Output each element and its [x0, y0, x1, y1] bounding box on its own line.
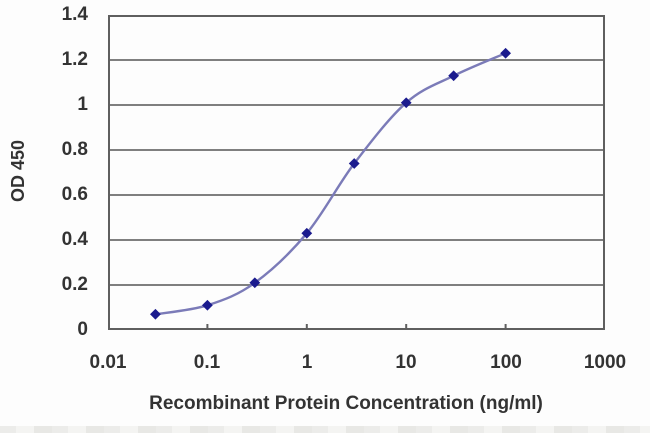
- x-tick-label: 1000: [583, 352, 627, 373]
- y-tick-label: 1: [77, 94, 88, 115]
- y-tick-label: 0.4: [61, 229, 88, 250]
- data-point-marker: [301, 227, 313, 239]
- y-tick-label: 0.8: [61, 139, 88, 160]
- x-tick-label: 10: [395, 352, 417, 373]
- plot-area: [108, 15, 605, 330]
- curve-plot-canvas: [108, 15, 605, 330]
- x-axis-title: Recombinant Protein Concentration (ng/ml…: [149, 393, 543, 414]
- plot-border: [108, 15, 605, 330]
- y-tick-label: 0: [77, 319, 88, 340]
- y-tick-label: 1.2: [61, 49, 88, 70]
- data-point-marker: [448, 70, 460, 82]
- data-point-marker: [500, 47, 511, 59]
- data-series-line: [154, 52, 507, 316]
- x-tick-label: 100: [490, 352, 522, 373]
- x-tick-label: 0.01: [89, 352, 127, 373]
- y-tick-label: 0.6: [61, 184, 88, 205]
- data-point-marker: [202, 299, 213, 311]
- y-tick-label: 1.4: [61, 4, 88, 25]
- data-point-marker: [400, 97, 412, 109]
- y-tick-label: 0.2: [61, 274, 88, 295]
- data-point-marker: [348, 158, 360, 169]
- x-tick-label: 0.1: [193, 352, 221, 373]
- scan-artifact-strip: [0, 426, 650, 433]
- x-tick-label: 1: [301, 352, 313, 373]
- data-point-marker: [150, 308, 161, 320]
